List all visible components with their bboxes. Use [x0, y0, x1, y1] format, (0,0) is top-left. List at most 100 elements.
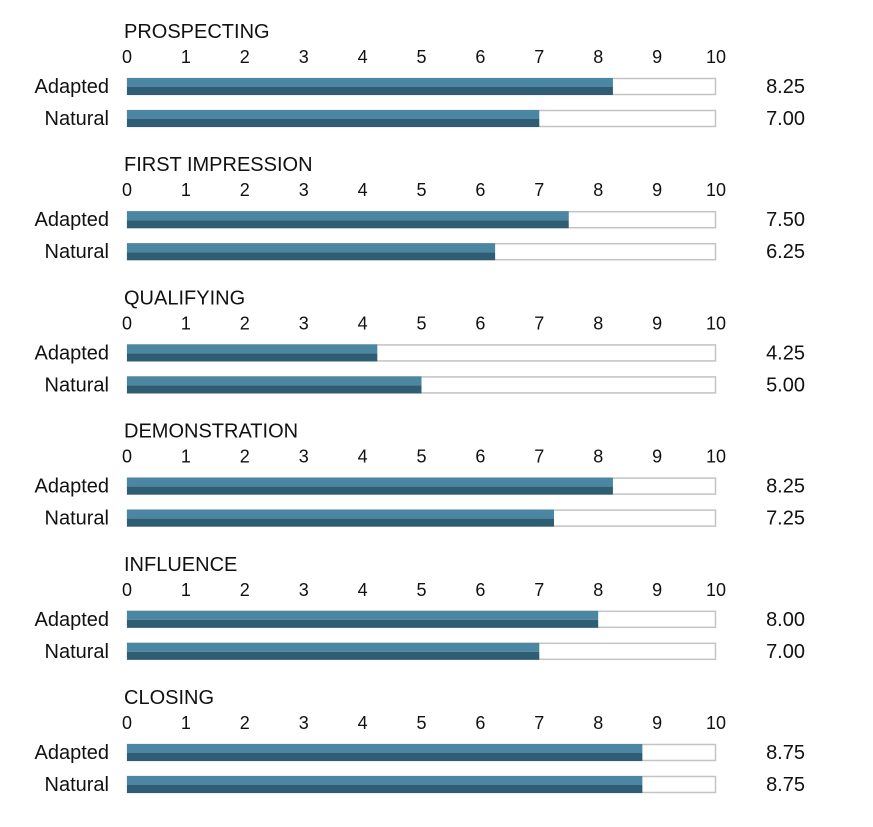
bar-adapted-bottom: [127, 619, 599, 628]
bar-adapted-top: [127, 477, 613, 487]
row-label: Adapted: [34, 742, 109, 764]
tick-label: 5: [416, 447, 426, 467]
tick-label: 7: [534, 713, 544, 733]
bar-natural-bottom: [127, 119, 540, 127]
tick-label: 0: [122, 713, 132, 733]
tick-label: 0: [122, 313, 132, 333]
value-label: 5.00: [766, 374, 805, 396]
tick-label: 0: [122, 180, 132, 200]
tick-label: 10: [706, 580, 726, 600]
group-title: INFLUENCE: [124, 554, 237, 576]
bar-natural-top: [127, 509, 555, 519]
tick-label: 2: [240, 713, 250, 733]
value-label: 7.50: [766, 209, 805, 231]
row-label: Natural: [45, 641, 109, 663]
row-label: Natural: [45, 508, 109, 530]
tick-label: 3: [299, 313, 309, 333]
bar-adapted-top: [127, 744, 643, 753]
bar-natural-top: [127, 110, 540, 119]
tick-label: 0: [122, 447, 132, 467]
tick-label: 1: [181, 713, 191, 733]
tick-label: 1: [181, 180, 191, 200]
value-label: 8.75: [766, 774, 805, 796]
tick-label: 5: [416, 313, 426, 333]
bar-natural-top: [127, 376, 422, 386]
tick-label: 9: [652, 447, 662, 467]
tick-label: 2: [240, 447, 250, 467]
bar-natural-top: [127, 243, 496, 253]
group-title: FIRST IMPRESSION: [124, 154, 313, 176]
tick-label: 7: [534, 47, 544, 67]
tick-label: 3: [299, 180, 309, 200]
tick-label: 5: [416, 180, 426, 200]
row-label: Natural: [45, 374, 109, 396]
group-title: PROSPECTING: [124, 21, 270, 43]
tick-label: 8: [593, 313, 603, 333]
tick-label: 10: [706, 713, 726, 733]
value-label: 4.25: [766, 342, 805, 364]
bar-adapted-top: [127, 610, 599, 620]
tick-label: 1: [181, 580, 191, 600]
tick-label: 9: [652, 313, 662, 333]
tick-label: 1: [181, 47, 191, 67]
tick-label: 4: [358, 180, 368, 200]
value-label: 8.25: [766, 76, 805, 98]
tick-label: 9: [652, 713, 662, 733]
tick-label: 6: [475, 447, 485, 467]
value-label: 8.00: [766, 609, 805, 631]
value-label: 7.00: [766, 641, 805, 663]
tick-label: 0: [122, 580, 132, 600]
tick-label: 6: [475, 313, 485, 333]
bar-adapted-bottom: [127, 87, 613, 95]
tick-label: 3: [299, 47, 309, 67]
tick-label: 4: [358, 313, 368, 333]
row-label: Adapted: [34, 609, 109, 631]
tick-label: 8: [593, 713, 603, 733]
tick-label: 1: [181, 313, 191, 333]
bar-natural-top: [127, 642, 540, 652]
bar-adapted-top: [127, 78, 613, 87]
row-label: Adapted: [34, 76, 109, 98]
bar-natural-bottom: [127, 651, 540, 660]
row-label: Natural: [45, 241, 109, 263]
tick-label: 2: [240, 47, 250, 67]
group-title: CLOSING: [124, 687, 214, 709]
row-label: Adapted: [34, 342, 109, 364]
value-label: 6.25: [766, 241, 805, 263]
tick-label: 6: [475, 47, 485, 67]
row-label: Adapted: [34, 209, 109, 231]
bar-natural-top: [127, 776, 643, 785]
value-label: 7.25: [766, 508, 805, 530]
tick-label: 6: [475, 713, 485, 733]
tick-label: 9: [652, 580, 662, 600]
tick-label: 8: [593, 447, 603, 467]
tick-label: 3: [299, 713, 309, 733]
tick-label: 2: [240, 313, 250, 333]
tick-label: 3: [299, 580, 309, 600]
tick-label: 10: [706, 180, 726, 200]
tick-label: 8: [593, 580, 603, 600]
tick-label: 2: [240, 580, 250, 600]
tick-label: 5: [416, 713, 426, 733]
tick-label: 4: [358, 580, 368, 600]
tick-label: 5: [416, 47, 426, 67]
group-title: QUALIFYING: [124, 287, 245, 309]
bar-adapted-bottom: [127, 220, 569, 229]
tick-label: 0: [122, 47, 132, 67]
tick-label: 5: [416, 580, 426, 600]
row-label: Natural: [45, 108, 109, 130]
bar-adapted-bottom: [127, 753, 643, 761]
tick-label: 7: [534, 580, 544, 600]
bar-adapted-bottom: [127, 353, 378, 362]
tick-label: 6: [475, 180, 485, 200]
tick-label: 10: [706, 313, 726, 333]
tick-label: 4: [358, 47, 368, 67]
value-label: 8.25: [766, 476, 805, 498]
tick-label: 3: [299, 447, 309, 467]
tick-label: 2: [240, 180, 250, 200]
tick-label: 8: [593, 180, 603, 200]
tick-label: 6: [475, 580, 485, 600]
tick-label: 4: [358, 713, 368, 733]
